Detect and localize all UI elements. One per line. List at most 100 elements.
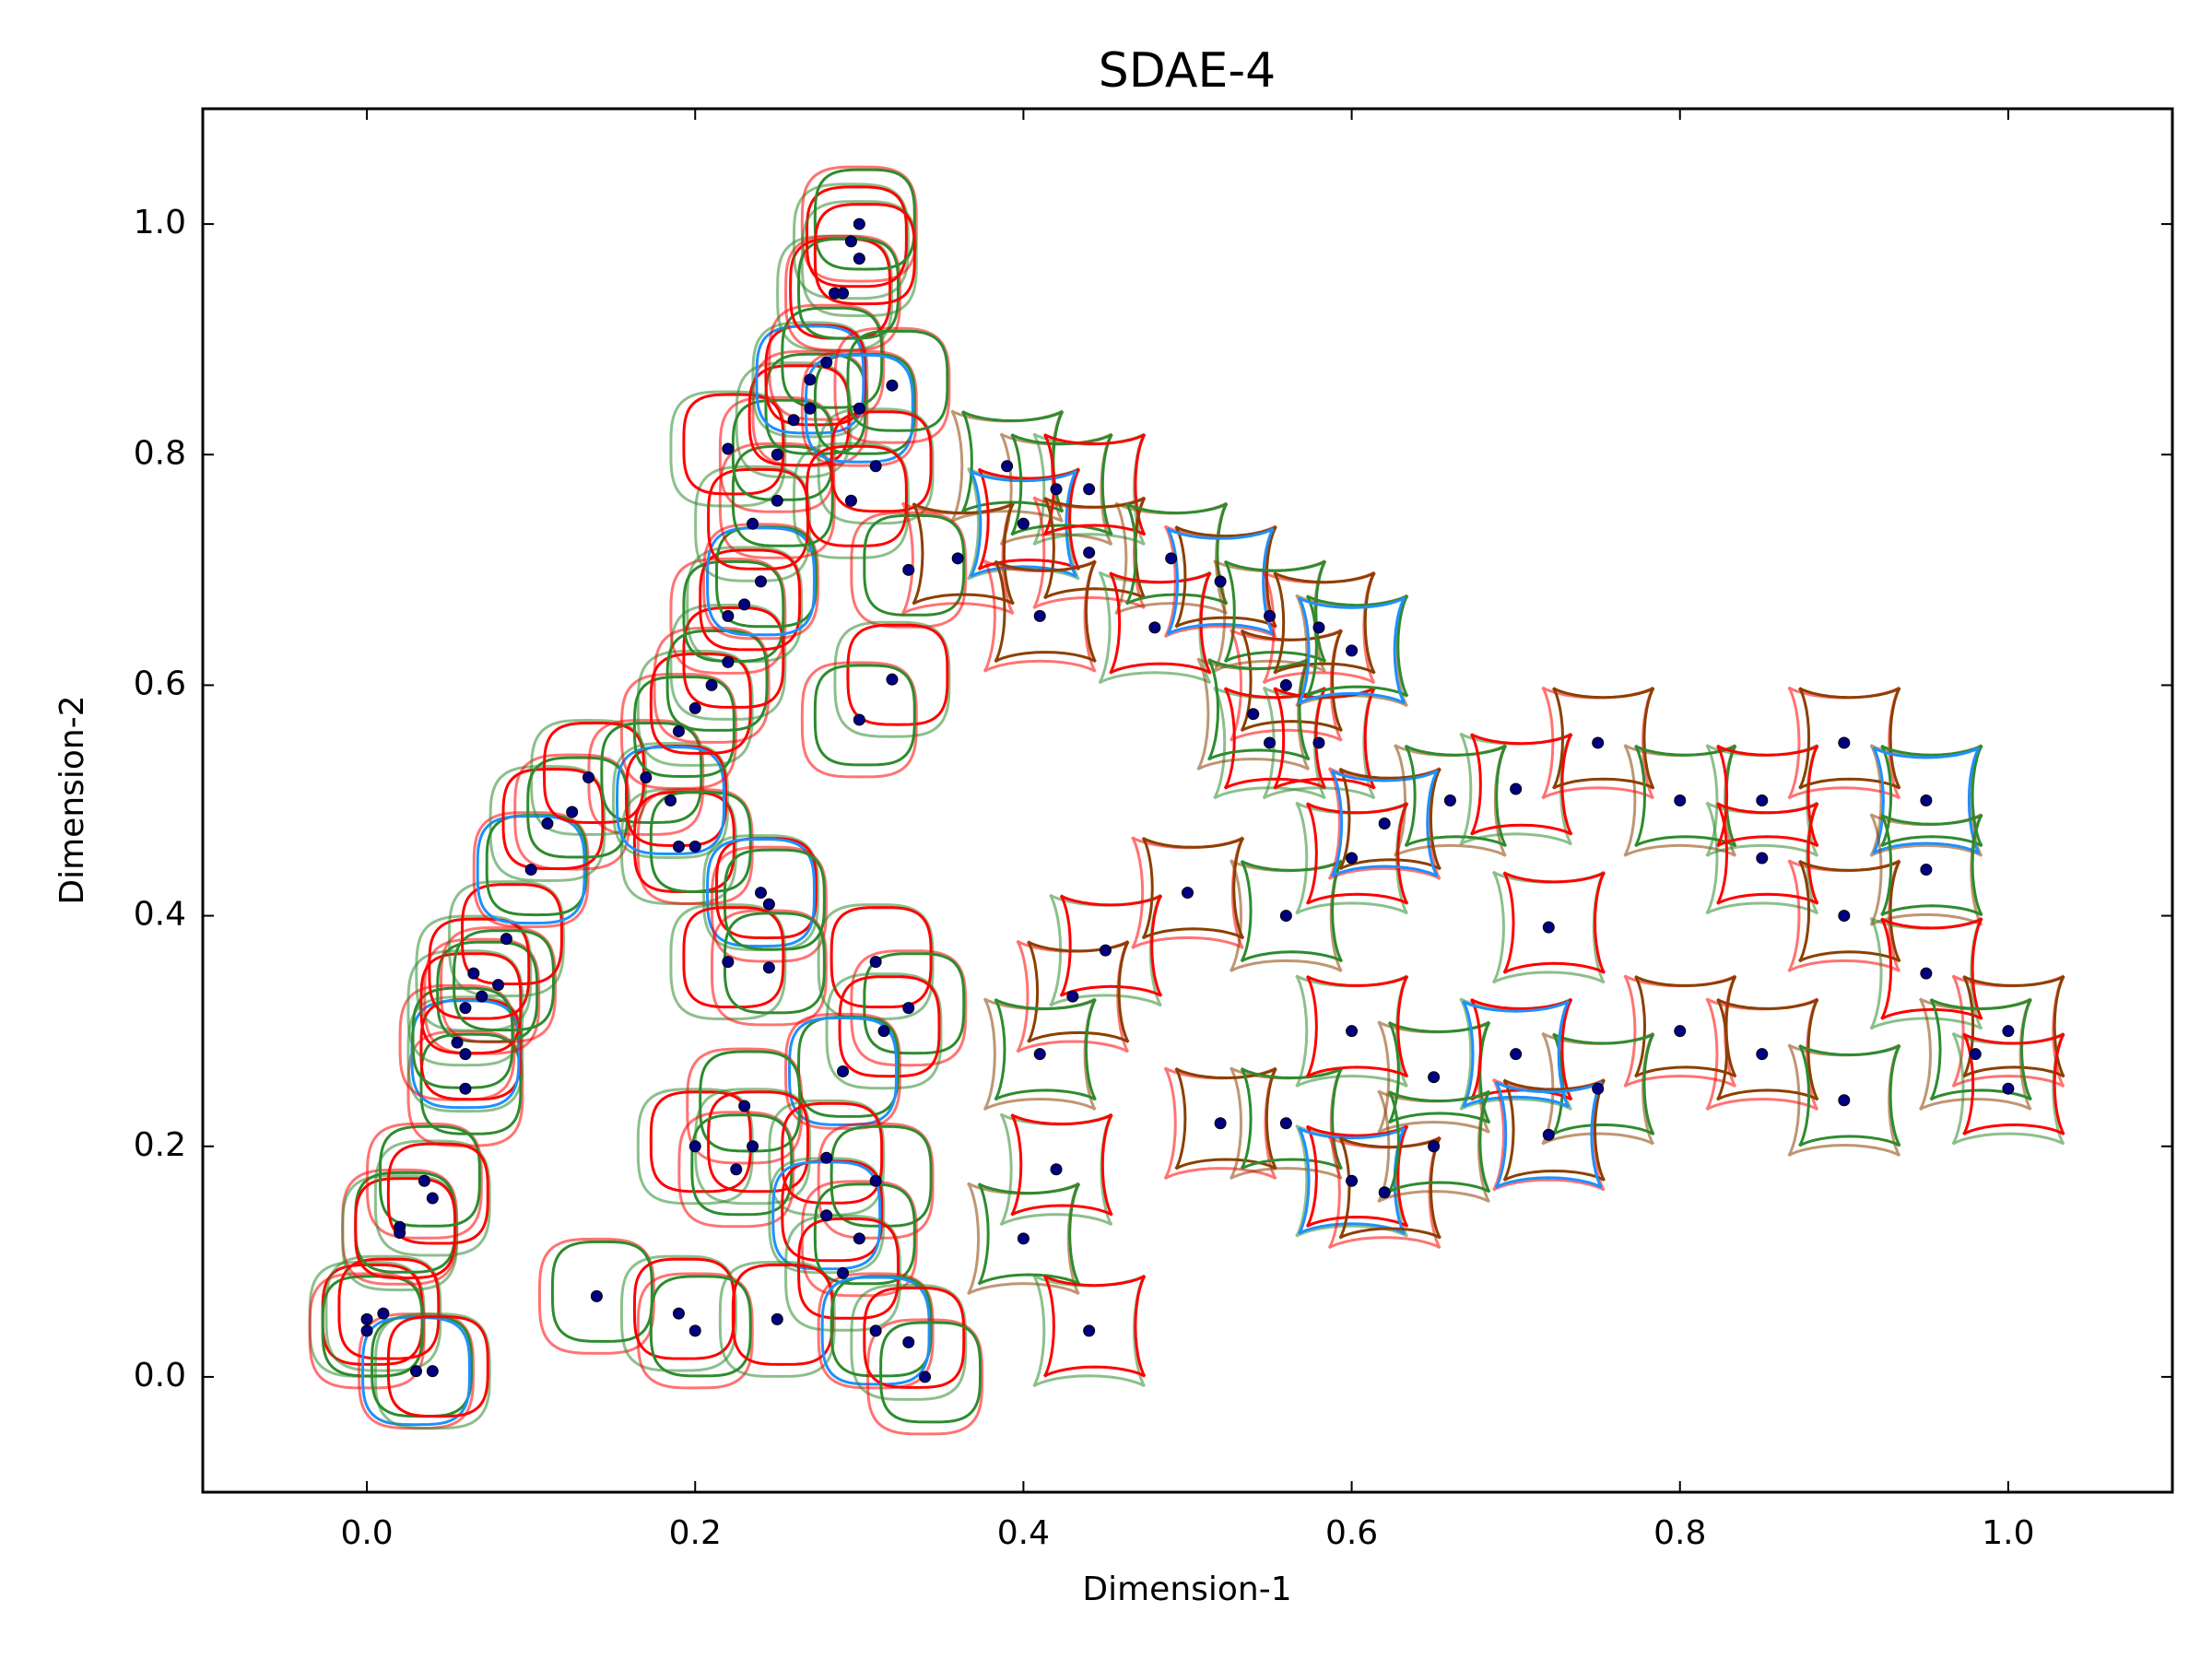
- point: [451, 1036, 464, 1049]
- point: [902, 1335, 915, 1348]
- point: [1247, 708, 1260, 721]
- glyph: [813, 203, 916, 306]
- glyph: [813, 352, 916, 455]
- point: [1346, 1174, 1359, 1187]
- point: [1920, 967, 1933, 980]
- glyph: [800, 349, 918, 467]
- glyph: [994, 559, 1097, 664]
- glyph: [813, 168, 916, 271]
- glyph: [1010, 433, 1113, 536]
- point: [1920, 794, 1933, 806]
- point: [360, 1312, 373, 1325]
- glyph: [619, 672, 737, 791]
- point: [1428, 1071, 1441, 1084]
- point: [410, 1365, 423, 1378]
- point: [951, 552, 964, 565]
- point: [566, 806, 579, 818]
- point: [1510, 1048, 1523, 1061]
- glyph: [768, 1099, 886, 1217]
- point: [459, 1002, 472, 1015]
- point: [1279, 678, 1292, 691]
- glyph: [1962, 974, 2065, 1078]
- glyph: [817, 903, 935, 1021]
- glyph: [423, 937, 541, 1055]
- glyph: [636, 1272, 754, 1390]
- glyph: [1125, 502, 1229, 606]
- glyph: [800, 661, 918, 779]
- glyph: [994, 998, 1097, 1101]
- glyph: [863, 513, 966, 617]
- point: [459, 1048, 472, 1061]
- glyph: [866, 1318, 984, 1436]
- point: [919, 1371, 932, 1383]
- point: [1214, 575, 1227, 588]
- point: [2002, 1025, 2015, 1038]
- point: [754, 887, 767, 900]
- point: [1017, 517, 1030, 530]
- glyph: [1305, 1124, 1409, 1228]
- point: [844, 235, 857, 248]
- glyph: [701, 523, 820, 641]
- glyph: [850, 1283, 968, 1401]
- glyph: [615, 745, 726, 856]
- point: [853, 713, 865, 726]
- glyph: [805, 185, 908, 288]
- glyph: [1043, 496, 1147, 600]
- glyph: [783, 234, 902, 352]
- point: [492, 979, 505, 992]
- point: [467, 967, 480, 980]
- glyph: [1305, 974, 1409, 1078]
- glyph: [669, 557, 787, 675]
- glyph: [820, 1276, 931, 1386]
- glyph: [415, 914, 533, 1032]
- glyph: [1010, 1113, 1113, 1217]
- glyph: [386, 1315, 489, 1418]
- glyph: [649, 652, 752, 755]
- glyph: [636, 649, 754, 767]
- point: [1264, 609, 1277, 622]
- glyph: [1174, 525, 1277, 629]
- glyph: [419, 1032, 523, 1135]
- point: [853, 253, 865, 265]
- glyph: [846, 329, 949, 432]
- glyph: [1716, 744, 1819, 848]
- point: [672, 724, 685, 737]
- glyph: [755, 324, 865, 435]
- glyph: [472, 811, 590, 929]
- point: [1592, 1082, 1605, 1095]
- glyph: [428, 917, 531, 1020]
- glyph: [805, 444, 908, 547]
- point: [1001, 460, 1014, 473]
- glyph: [846, 623, 949, 726]
- glyph: [977, 467, 1081, 571]
- point: [672, 1307, 685, 1320]
- glyph: [653, 626, 771, 744]
- glyph: [406, 1030, 524, 1147]
- point: [738, 598, 751, 611]
- glyph: [354, 1177, 457, 1280]
- point: [1428, 1140, 1441, 1153]
- glyph: [488, 764, 606, 883]
- point: [771, 448, 783, 461]
- glyph: [324, 1254, 442, 1372]
- glyph: [1240, 1067, 1343, 1171]
- x-tick-label: 0.4: [997, 1514, 1050, 1552]
- glyph: [526, 756, 629, 859]
- glyph: [789, 237, 892, 340]
- point: [747, 1140, 759, 1153]
- point: [418, 1174, 430, 1187]
- glyph: [783, 1214, 902, 1332]
- glyph: [1929, 998, 2032, 1101]
- glyph: [796, 1217, 900, 1320]
- point: [722, 442, 735, 455]
- glyph: [825, 972, 943, 1090]
- glyph: [1716, 997, 1819, 1101]
- glyph: [624, 744, 728, 848]
- y-axis-label: Dimension-2: [53, 695, 91, 904]
- point: [722, 956, 735, 969]
- point: [1083, 547, 1096, 559]
- glyph: [731, 398, 834, 501]
- point: [1756, 1048, 1769, 1061]
- glyph: [1330, 769, 1439, 878]
